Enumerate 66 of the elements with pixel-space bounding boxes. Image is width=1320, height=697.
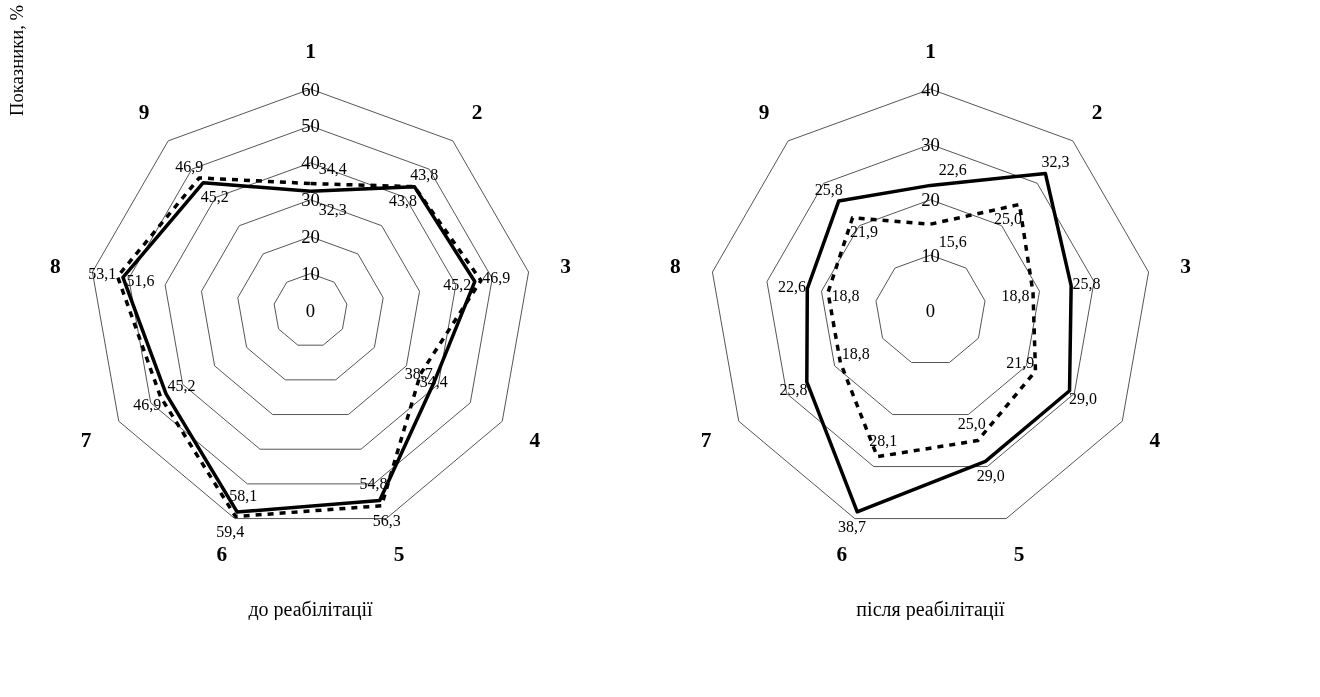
spoke-label: 3 — [560, 253, 571, 278]
data-label: 21,9 — [849, 222, 878, 240]
data-label: 18,8 — [1001, 287, 1030, 304]
data-label: 46,9 — [175, 157, 204, 175]
y-tick-label: 30 — [301, 189, 320, 211]
spoke-label: 4 — [1149, 428, 1161, 453]
text: до реабілітації — [248, 598, 373, 622]
data-label: 56,3 — [372, 511, 401, 529]
spoke-label: 1 — [925, 39, 936, 64]
y-tick-label: 60 — [301, 78, 320, 100]
data-label: 45,2 — [443, 276, 472, 294]
spoke-label: 8 — [670, 253, 681, 278]
y-tick-label: 10 — [301, 263, 320, 285]
y-tick-label: 20 — [301, 226, 320, 248]
text: після реабілітації — [856, 598, 1006, 622]
spoke-label: 9 — [758, 100, 770, 125]
data-label: 15,6 — [938, 233, 967, 251]
y-tick-label: 20 — [921, 189, 940, 211]
data-label: 22,6 — [778, 277, 807, 295]
data-label: 25,8 — [779, 381, 808, 399]
text: Показники, % — [5, 4, 27, 117]
data-label: 25,8 — [814, 180, 843, 198]
y-tick-label: 30 — [921, 133, 940, 155]
data-label: 32,3 — [1041, 153, 1070, 171]
data-label: 28,1 — [869, 431, 898, 449]
y-tick-label: 0 — [305, 300, 316, 321]
data-label: 18,8 — [841, 345, 870, 363]
data-label: 32,3 — [318, 200, 347, 218]
y-tick-label: 40 — [301, 152, 320, 174]
spoke-label: 7 — [80, 428, 92, 453]
data-label: 53,1 — [88, 265, 117, 283]
spoke-label: 5 — [1013, 541, 1025, 566]
spoke-label: 9 — [138, 100, 150, 125]
data-label: 22,6 — [938, 161, 967, 179]
data-label: 38,7 — [837, 517, 866, 535]
spoke-label: 6 — [836, 541, 848, 566]
spoke-label: 3 — [1180, 253, 1191, 278]
spoke-label: 1 — [305, 39, 316, 64]
data-label: 18,8 — [831, 287, 860, 304]
spoke-label: 2 — [471, 100, 483, 125]
y-tick-label: 10 — [921, 244, 940, 266]
data-label: 21,9 — [1006, 353, 1035, 371]
spoke-label: 4 — [529, 428, 541, 453]
data-label: 43,8 — [389, 191, 418, 209]
data-label: 25,8 — [1072, 274, 1101, 292]
spoke-label: 5 — [393, 541, 405, 566]
data-label: 29,0 — [976, 467, 1005, 485]
data-label: 34,4 — [318, 159, 347, 177]
spoke-label: 8 — [50, 253, 61, 278]
data-label: 45,2 — [167, 376, 196, 394]
data-label: 25,0 — [994, 209, 1023, 227]
data-label: 29,0 — [1068, 390, 1097, 408]
spoke-label: 2 — [1091, 100, 1103, 125]
y-tick-label: 50 — [301, 115, 320, 137]
spoke-label: 6 — [216, 541, 228, 566]
data-label: 46,9 — [133, 396, 162, 414]
data-label: 59,4 — [216, 522, 245, 540]
data-label: 46,9 — [482, 269, 511, 287]
y-tick-label: 0 — [925, 300, 936, 321]
y-tick-label: 40 — [921, 78, 940, 100]
data-label: 58,1 — [229, 486, 258, 504]
data-label: 25,0 — [957, 415, 986, 433]
data-label: 51,6 — [126, 272, 155, 290]
spoke-label: 7 — [700, 428, 712, 453]
data-label: 43,8 — [410, 166, 439, 184]
data-label: 45,2 — [200, 187, 229, 205]
